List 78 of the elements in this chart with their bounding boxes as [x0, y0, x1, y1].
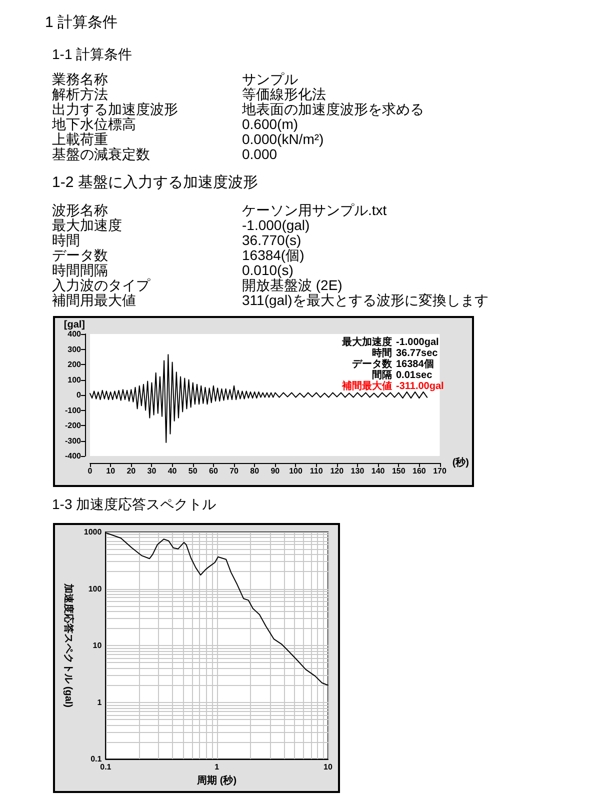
y-tick-label: 1	[97, 698, 102, 707]
x-tick-label: 30	[147, 466, 157, 476]
y-axis-title: 加速度応答スペクトル (gal)	[62, 582, 74, 708]
text: 0.600(m)	[242, 116, 298, 132]
x-axis-title: 周期 (秒)	[196, 774, 237, 786]
y-tick-label: 0.1	[90, 754, 102, 764]
x-tick-label: 80	[250, 466, 260, 476]
text: ケーソン用サンプル.txt	[242, 202, 387, 218]
text: 0.010(s)	[242, 262, 294, 278]
annotation: -311.00gal	[396, 381, 444, 392]
x-tick-label: 40	[168, 466, 178, 476]
text: サンプル	[242, 71, 298, 87]
x-tick-label: 170	[433, 466, 447, 476]
annotation: 間隔	[372, 370, 392, 381]
text: 基盤の減衰定数	[52, 146, 150, 162]
y-tick-label: 100	[88, 584, 102, 594]
text: 波形名称	[52, 202, 108, 218]
x-tick-label: 140	[371, 466, 386, 476]
x-tick-label: 10	[106, 466, 116, 476]
chart-title: 1-3 加速度応答スペクトル	[52, 496, 216, 512]
annotation: 0.01sec	[396, 370, 432, 381]
text: 時間間隔	[52, 262, 108, 278]
annotation: -1.000gal	[396, 337, 439, 348]
x-tick-label: 120	[330, 466, 344, 476]
x-tick-label: 150	[392, 466, 406, 476]
x-tick-label: 100	[289, 466, 303, 476]
x-tick-label: 20	[126, 466, 136, 476]
text: 16384(個)	[242, 247, 304, 263]
annotation: 時間	[372, 348, 392, 359]
x-tick-label: 110	[310, 466, 324, 476]
x-tick-label: 70	[230, 466, 240, 476]
x-tick-label: 160	[412, 466, 426, 476]
text: 0.000(kN/m²)	[242, 131, 324, 147]
annotation: 16384個	[396, 359, 434, 370]
y-tick-label: 200	[68, 360, 82, 369]
x-tick-label: 1	[214, 762, 220, 772]
text: 開放基盤波 (2E)	[242, 277, 342, 293]
text: 1-2 基盤に入力する加速度波形	[52, 174, 258, 191]
x-tick-label: 60	[208, 466, 218, 476]
text: 0.000	[242, 146, 278, 162]
y-tick-label: 400	[68, 330, 82, 338]
annotation: 最大加速度	[342, 337, 392, 348]
x-tick-label: 10	[324, 762, 333, 772]
annotation: 補間最大値	[342, 381, 392, 392]
text: 解析方法	[52, 86, 108, 102]
y-tick-label: -100	[64, 406, 82, 415]
x-tick-label: 50	[188, 466, 198, 476]
x-tick-label: 0.1	[100, 762, 112, 772]
y-tick-label: 300	[68, 344, 82, 354]
y-tick-label: 10	[92, 641, 102, 650]
y-tick-label: -200	[64, 421, 82, 430]
text: 上載荷重	[52, 131, 108, 147]
text: 等価線形化法	[242, 86, 326, 102]
text: 36.770(s)	[242, 232, 302, 248]
text: 時間	[52, 232, 80, 248]
text: 1-1 計算条件	[52, 46, 132, 62]
x-tick-label: 90	[270, 466, 280, 476]
text: 1 計算条件	[45, 14, 118, 31]
y-tick-label: -400	[64, 452, 82, 460]
y-tick-label: 100	[68, 375, 82, 384]
text: 入力波のタイプ	[52, 277, 150, 293]
text: 業務名称	[52, 71, 108, 87]
x-axis-title: (秒)	[452, 456, 470, 468]
y-tick-label: -300	[64, 436, 82, 446]
y-tick-label: 1000	[84, 528, 102, 536]
text: データ数	[52, 247, 108, 263]
text: 311(gal)を最大とする波形に変換します	[242, 292, 488, 308]
y-axis-title: [gal]	[64, 320, 85, 331]
x-tick-label: 130	[350, 466, 365, 476]
annotation: 36.77sec	[396, 348, 438, 359]
annotation: データ数	[352, 359, 392, 370]
text: 出力する加速度波形	[52, 101, 178, 117]
text: 補間用最大値	[52, 292, 136, 308]
text: 地表面の加速度波形を求める	[242, 101, 424, 117]
y-tick-label: 0	[76, 390, 82, 400]
text: 地下水位標高	[52, 116, 136, 132]
text: 最大加速度	[52, 217, 122, 233]
text: -1.000(gal)	[242, 217, 310, 233]
